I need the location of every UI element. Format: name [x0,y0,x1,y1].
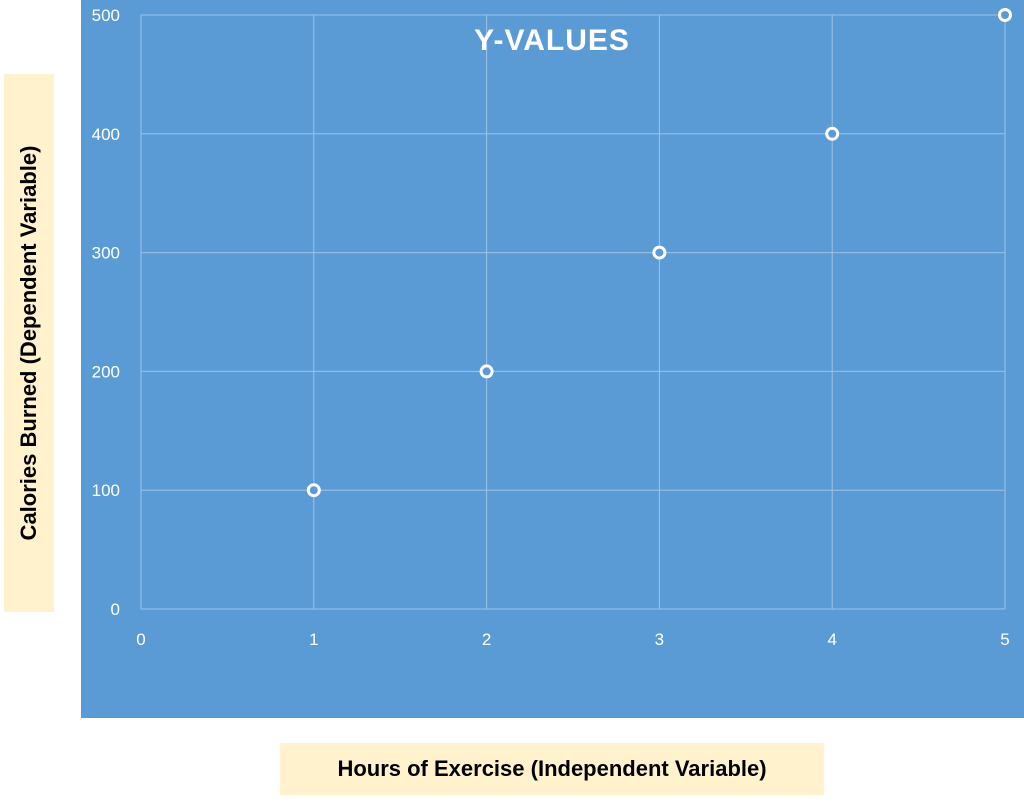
y-tick-label: 100 [92,481,120,500]
y-tick-label: 500 [92,6,120,25]
data-point [825,126,840,141]
x-tick-label: 0 [136,630,145,649]
y-axis-label: Calories Burned (Dependent Variable) [16,145,41,541]
x-tick-labels: 0 1 2 3 4 5 [136,630,1009,649]
x-tick-label: 3 [655,630,664,649]
gridlines [140,14,1006,610]
data-points [306,8,1012,498]
y-tick-label: 200 [92,362,120,381]
x-axis-label-box: Hours of Exercise (Independent Variable) [280,743,824,795]
y-axis-label-box [4,74,54,612]
y-tick-labels: 0 100 200 300 400 500 [92,6,120,619]
x-axis-label: Hours of Exercise (Independent Variable) [337,756,767,781]
x-tick-label: 5 [1000,630,1009,649]
plot-area-background [81,0,1024,718]
data-point [479,364,494,379]
x-tick-label: 2 [482,630,491,649]
x-tick-label: 4 [827,630,836,649]
x-tick-label: 1 [309,630,318,649]
data-point [652,245,667,260]
data-point [306,483,321,498]
chart-title: Y-VALUES [474,24,630,57]
y-tick-label: 400 [92,125,120,144]
data-point [998,8,1012,22]
y-tick-label: 300 [92,244,120,263]
y-tick-label: 0 [111,600,120,619]
